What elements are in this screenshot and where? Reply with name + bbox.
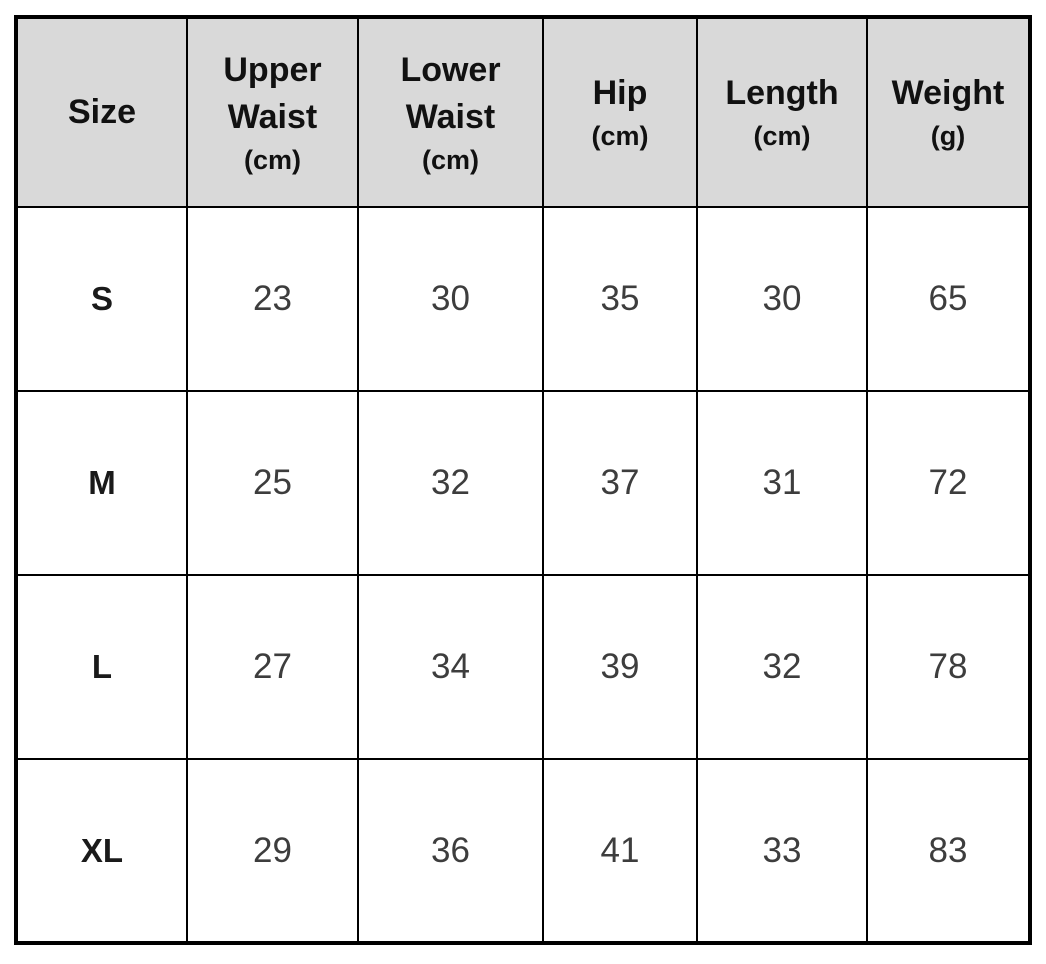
column-label-length: Length [725, 74, 839, 113]
column-label-weight: Weight [891, 74, 1005, 113]
column-label-upper-waist: Upper Waist [223, 50, 322, 137]
size-label-xl: XL [15, 758, 188, 944]
header-row: Size Upper Waist (cm) Lower Waist (cm) H… [15, 16, 1031, 208]
cell-s-upper-waist: 23 [186, 206, 359, 392]
table-row-s: S 23 30 35 30 65 [15, 206, 1031, 392]
header-cell-size: Size [15, 16, 188, 208]
column-unit-upper-waist: (cm) [243, 144, 301, 175]
column-unit-hip: (cm) [591, 121, 649, 152]
cell-l-length: 32 [696, 574, 868, 760]
cell-m-length: 31 [696, 390, 868, 576]
column-label-lower-waist: Lower Waist [400, 50, 501, 137]
header-cell-upper-waist: Upper Waist (cm) [186, 16, 359, 208]
column-unit-lower-waist: (cm) [421, 144, 479, 175]
cell-xl-weight: 83 [866, 758, 1031, 944]
cell-xl-upper-waist: 29 [186, 758, 359, 944]
header-cell-hip: Hip (cm) [542, 16, 698, 208]
cell-s-hip: 35 [542, 206, 698, 392]
cell-m-lower-waist: 32 [357, 390, 544, 576]
column-unit-weight: (g) [930, 121, 966, 152]
size-chart-table: Size Upper Waist (cm) Lower Waist (cm) H… [14, 15, 1032, 945]
table-row-m: M 25 32 37 31 72 [15, 390, 1031, 576]
cell-m-hip: 37 [542, 390, 698, 576]
cell-s-length: 30 [696, 206, 868, 392]
column-unit-length: (cm) [753, 121, 811, 152]
size-label-l: L [15, 574, 188, 760]
table-row-xl: XL 29 36 41 33 83 [15, 758, 1031, 944]
cell-l-weight: 78 [866, 574, 1031, 760]
size-label-m: M [15, 390, 188, 576]
size-label-s: S [15, 206, 188, 392]
header-cell-weight: Weight (g) [866, 16, 1031, 208]
cell-xl-hip: 41 [542, 758, 698, 944]
column-label-hip: Hip [592, 74, 648, 113]
column-label-size: Size [67, 92, 137, 131]
header-cell-lower-waist: Lower Waist (cm) [357, 16, 544, 208]
cell-xl-lower-waist: 36 [357, 758, 544, 944]
header-cell-length: Length (cm) [696, 16, 868, 208]
cell-l-upper-waist: 27 [186, 574, 359, 760]
cell-l-lower-waist: 34 [357, 574, 544, 760]
cell-s-weight: 65 [866, 206, 1031, 392]
cell-xl-length: 33 [696, 758, 868, 944]
cell-m-upper-waist: 25 [186, 390, 359, 576]
cell-m-weight: 72 [866, 390, 1031, 576]
cell-s-lower-waist: 30 [357, 206, 544, 392]
cell-l-hip: 39 [542, 574, 698, 760]
table-row-l: L 27 34 39 32 78 [15, 574, 1031, 760]
